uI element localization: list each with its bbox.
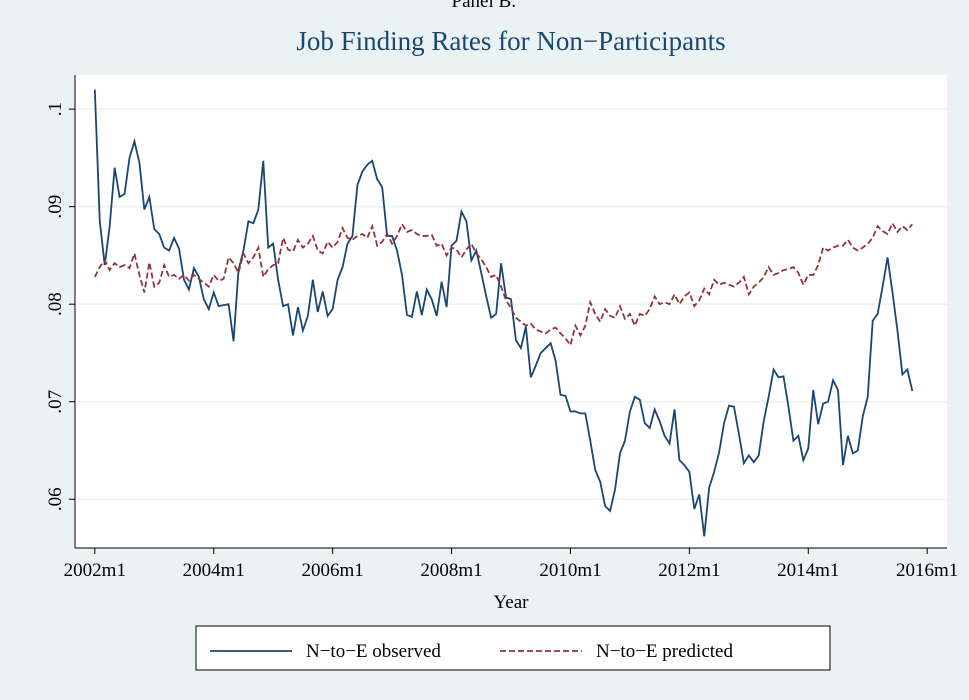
y-tick-label: .07	[45, 390, 66, 414]
y-tick-label: .08	[45, 292, 66, 316]
y-tick-label: .1	[45, 102, 66, 116]
x-tick-label: 2002m1	[64, 560, 126, 581]
x-tick-label: 2010m1	[539, 560, 601, 581]
y-tick-label: .06	[45, 487, 66, 511]
x-tick-label: 2016m1	[896, 560, 958, 581]
x-tick-label: 2008m1	[420, 560, 482, 581]
plot-area	[75, 75, 947, 548]
legend	[195, 625, 831, 671]
x-tick-label: 2014m1	[777, 560, 839, 581]
x-tick-label: 2006m1	[301, 560, 363, 581]
series-line	[93, 89, 914, 537]
chart-title: Job Finding Rates for Non−Participants	[296, 26, 725, 56]
x-axis-label: Year	[493, 592, 529, 613]
legend-label: N−to−E predicted	[596, 641, 733, 662]
panel-heading: Panel B:	[452, 0, 517, 12]
x-tick-label: 2004m1	[183, 560, 245, 581]
y-tick-label: .09	[45, 195, 66, 219]
series-line	[94, 221, 914, 348]
x-tick-label: 2012m1	[658, 560, 720, 581]
legend-label: N−to−E observed	[306, 641, 441, 662]
